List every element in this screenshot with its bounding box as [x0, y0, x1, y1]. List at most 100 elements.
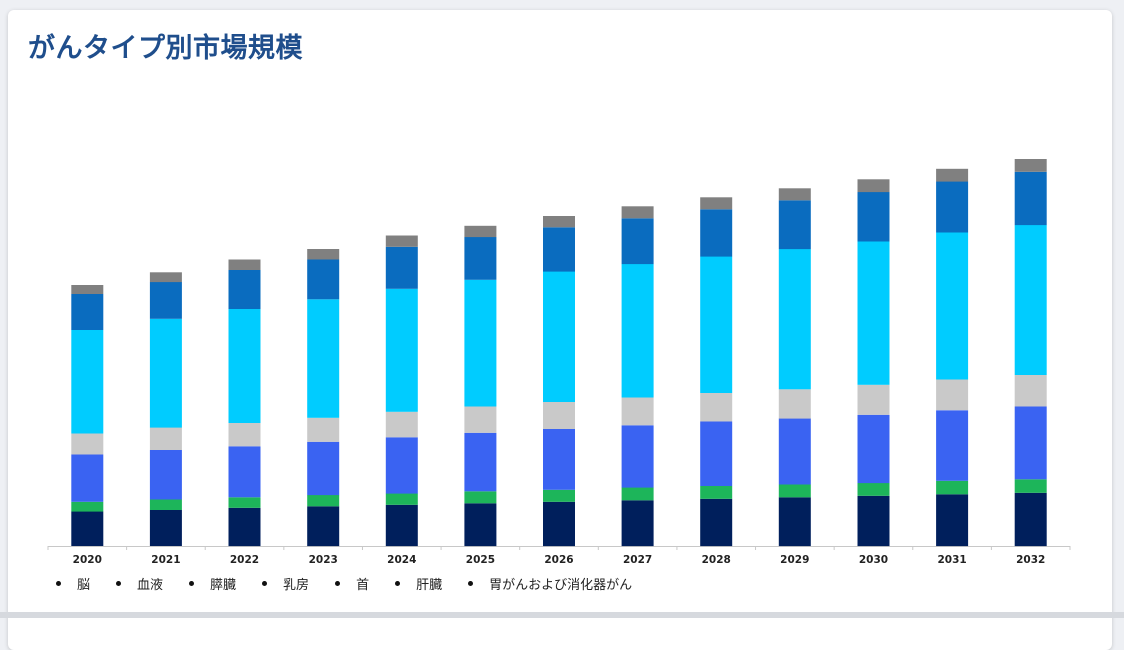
bar-segment-2027-4	[621, 264, 654, 398]
bar-segment-2024-1	[385, 493, 418, 505]
legend-item-liver: 肝臓	[395, 574, 442, 593]
legend-bullet-icon	[189, 581, 195, 586]
bar-segment-2022-5	[228, 270, 261, 309]
legend-bullet-icon	[116, 581, 122, 586]
bar-segment-2021-6	[149, 272, 182, 283]
bar-segment-2027-3	[621, 397, 654, 426]
bar-segment-2025-4	[464, 279, 497, 407]
bar-segment-2031-6	[936, 168, 969, 182]
bar-segment-2024-0	[385, 504, 418, 547]
bar-segment-2027-1	[621, 487, 654, 501]
bar-segment-2032-0	[1014, 492, 1047, 547]
bar-segment-2031-1	[936, 480, 969, 495]
bar-segment-2023-4	[307, 299, 340, 418]
bar-segment-2025-0	[464, 503, 497, 547]
bar-segment-2026-3	[543, 402, 575, 429]
bar-segment-2028-4	[700, 256, 733, 393]
bar-segment-2023-3	[307, 417, 340, 442]
bar-segment-2028-6	[700, 197, 733, 210]
x-tick-label-2028: 2028	[702, 554, 731, 566]
bar-segment-2030-0	[857, 495, 890, 547]
bar-segment-2025-5	[464, 237, 497, 280]
bar-segment-2025-6	[464, 225, 497, 238]
x-tick-label-2025: 2025	[466, 554, 495, 566]
bar-segment-2032-1	[1014, 479, 1047, 493]
bar-segment-2026-0	[543, 501, 575, 547]
bar-segment-2027-2	[621, 425, 654, 488]
legend-label: 血液	[137, 578, 164, 593]
stacked-bar-chart: 2020 2021 2022 2023 2024 2025 2026 2027 2028 2029…	[47, 159, 1071, 566]
bar-segment-2030-4	[857, 241, 890, 385]
bar-segment-2031-4	[936, 232, 969, 380]
bar-segment-2029-1	[778, 484, 811, 498]
legend-label: 肝臓	[416, 578, 443, 593]
bar-segment-2028-2	[700, 421, 733, 486]
x-tick-label-2022: 2022	[230, 554, 259, 566]
page-title: がんタイプ別市場規模	[28, 33, 303, 64]
bar-segment-2021-4	[149, 318, 182, 428]
bar-segment-2031-0	[936, 494, 969, 547]
bar-segment-2028-1	[700, 486, 733, 499]
legend-item-breast: 乳房	[262, 574, 309, 593]
bar-segment-2026-5	[543, 227, 575, 272]
bar-segment-2021-5	[149, 282, 182, 319]
bar-segment-2023-5	[307, 259, 340, 300]
bar-segment-2029-4	[778, 249, 811, 390]
bar-segment-2022-1	[228, 497, 261, 508]
bar-segment-2020-6	[71, 285, 104, 294]
bar-segment-2028-5	[700, 209, 733, 257]
x-tick-label-2030: 2030	[859, 554, 888, 566]
bar-segment-2020-4	[71, 330, 104, 434]
legend-label: 胃がんおよび消化器がん	[489, 578, 633, 593]
legend-bullet-icon	[395, 581, 401, 586]
bar-segment-2025-3	[464, 406, 497, 433]
bar-segment-2023-0	[307, 506, 340, 547]
bar-segment-2029-5	[778, 200, 811, 250]
x-tick-label-2027: 2027	[623, 554, 652, 566]
bar-segment-2030-6	[857, 179, 890, 193]
bar-segment-2027-0	[621, 500, 654, 547]
legend-item-gastric: 胃がんおよび消化器がん	[468, 574, 632, 593]
legend-item-neck: 首	[335, 574, 369, 593]
chart-legend: 脳 血液 膵臓 乳房 首 肝臓 胃がんおよび消化器がん	[56, 574, 658, 593]
legend-item-brain: 脳	[56, 574, 90, 593]
bar-segment-2031-2	[936, 410, 969, 481]
bar-segment-2030-2	[857, 414, 890, 484]
bar-segment-2023-1	[307, 495, 340, 507]
bar-segment-2025-1	[464, 491, 497, 504]
bottom-divider	[0, 612, 1124, 618]
bar-segment-2025-2	[464, 432, 497, 492]
bar-segment-2020-1	[71, 501, 104, 512]
bar-segment-2021-3	[149, 427, 182, 450]
legend-label: 膵臓	[210, 578, 237, 593]
x-tick-label-2020: 2020	[73, 554, 102, 566]
bar-segment-2022-4	[228, 309, 261, 423]
bar-segment-2023-6	[307, 249, 340, 260]
bar-segment-2024-6	[385, 235, 418, 247]
bar-segment-2024-3	[385, 411, 418, 438]
bar-segment-2020-0	[71, 511, 104, 546]
x-tick-label-2032: 2032	[1016, 554, 1045, 566]
bar-segment-2028-3	[700, 393, 733, 422]
bar-segment-2022-3	[228, 423, 261, 447]
bar-segment-2022-6	[228, 259, 261, 270]
bar-segment-2029-3	[778, 389, 811, 419]
bar-segment-2030-5	[857, 192, 890, 242]
bar-segment-2026-4	[543, 271, 575, 402]
bar-segment-2026-1	[543, 489, 575, 502]
bar-segment-2029-6	[778, 188, 811, 201]
bar-segment-2020-3	[71, 433, 104, 455]
x-tick-label-2031: 2031	[937, 554, 966, 566]
legend-bullet-icon	[262, 581, 268, 586]
bar-segment-2021-1	[149, 499, 182, 510]
bar-segment-2032-3	[1014, 375, 1047, 407]
legend-bullet-icon	[335, 581, 341, 586]
bar-segment-2031-5	[936, 181, 969, 233]
bar-segment-2027-5	[621, 218, 654, 265]
bar-segment-2020-2	[71, 454, 104, 502]
bar-segment-2032-4	[1014, 225, 1047, 375]
legend-item-pancreas: 膵臓	[189, 574, 236, 593]
bar-segment-2024-4	[385, 288, 418, 412]
legend-bullet-icon	[468, 581, 474, 586]
bar-segment-2020-5	[71, 294, 104, 330]
